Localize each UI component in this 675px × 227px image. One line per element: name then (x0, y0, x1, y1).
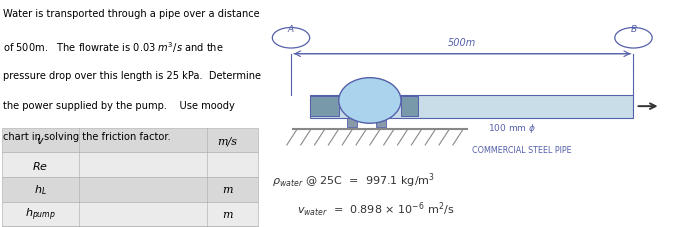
Bar (347, 118, 358, 127)
Bar (2, 202, 258, 226)
Text: the power supplied by the pump.    Use moody: the power supplied by the pump. Use mood… (3, 101, 235, 111)
Text: B: B (630, 25, 637, 34)
Bar (2, 226, 258, 227)
Text: $v_{water}$  =  0.898 × 10$^{-6}$ m$^2$/s: $v_{water}$ = 0.898 × 10$^{-6}$ m$^2$/s (297, 200, 454, 218)
Ellipse shape (339, 78, 401, 124)
Text: A: A (288, 25, 294, 34)
Text: chart in solving the friction factor.: chart in solving the friction factor. (3, 132, 171, 142)
Text: m/s: m/s (217, 136, 238, 146)
Text: 500m: 500m (448, 38, 477, 48)
Bar (401, 96, 418, 117)
Text: $h_L$: $h_L$ (34, 183, 47, 196)
Bar (310, 96, 339, 117)
Bar (2, 177, 258, 202)
Text: of 500m.   The flowrate is 0.03 $m^3/s$ and the: of 500m. The flowrate is 0.03 $m^3/s$ an… (3, 40, 223, 54)
Bar (376, 118, 387, 127)
Text: m: m (222, 209, 233, 219)
Bar (2, 128, 258, 153)
Bar (2, 153, 258, 177)
Text: m: m (222, 185, 233, 195)
Bar (310, 95, 633, 118)
Text: Water is transported through a pipe over a distance: Water is transported through a pipe over… (3, 9, 260, 19)
Text: COMMERCIAL STEEL PIPE: COMMERCIAL STEEL PIPE (472, 145, 571, 154)
Text: 100 mm $\phi$: 100 mm $\phi$ (488, 121, 536, 134)
Text: pressure drop over this length is 25 kPa.  Determine: pressure drop over this length is 25 kPa… (3, 70, 261, 80)
Text: $h_{pump}$: $h_{pump}$ (25, 206, 56, 222)
Text: $Re$: $Re$ (32, 159, 49, 171)
Text: $v$: $v$ (36, 136, 45, 146)
Text: $\rho_{water}$ @ 25C  =  997.1 kg/m$^3$: $\rho_{water}$ @ 25C = 997.1 kg/m$^3$ (272, 170, 435, 189)
